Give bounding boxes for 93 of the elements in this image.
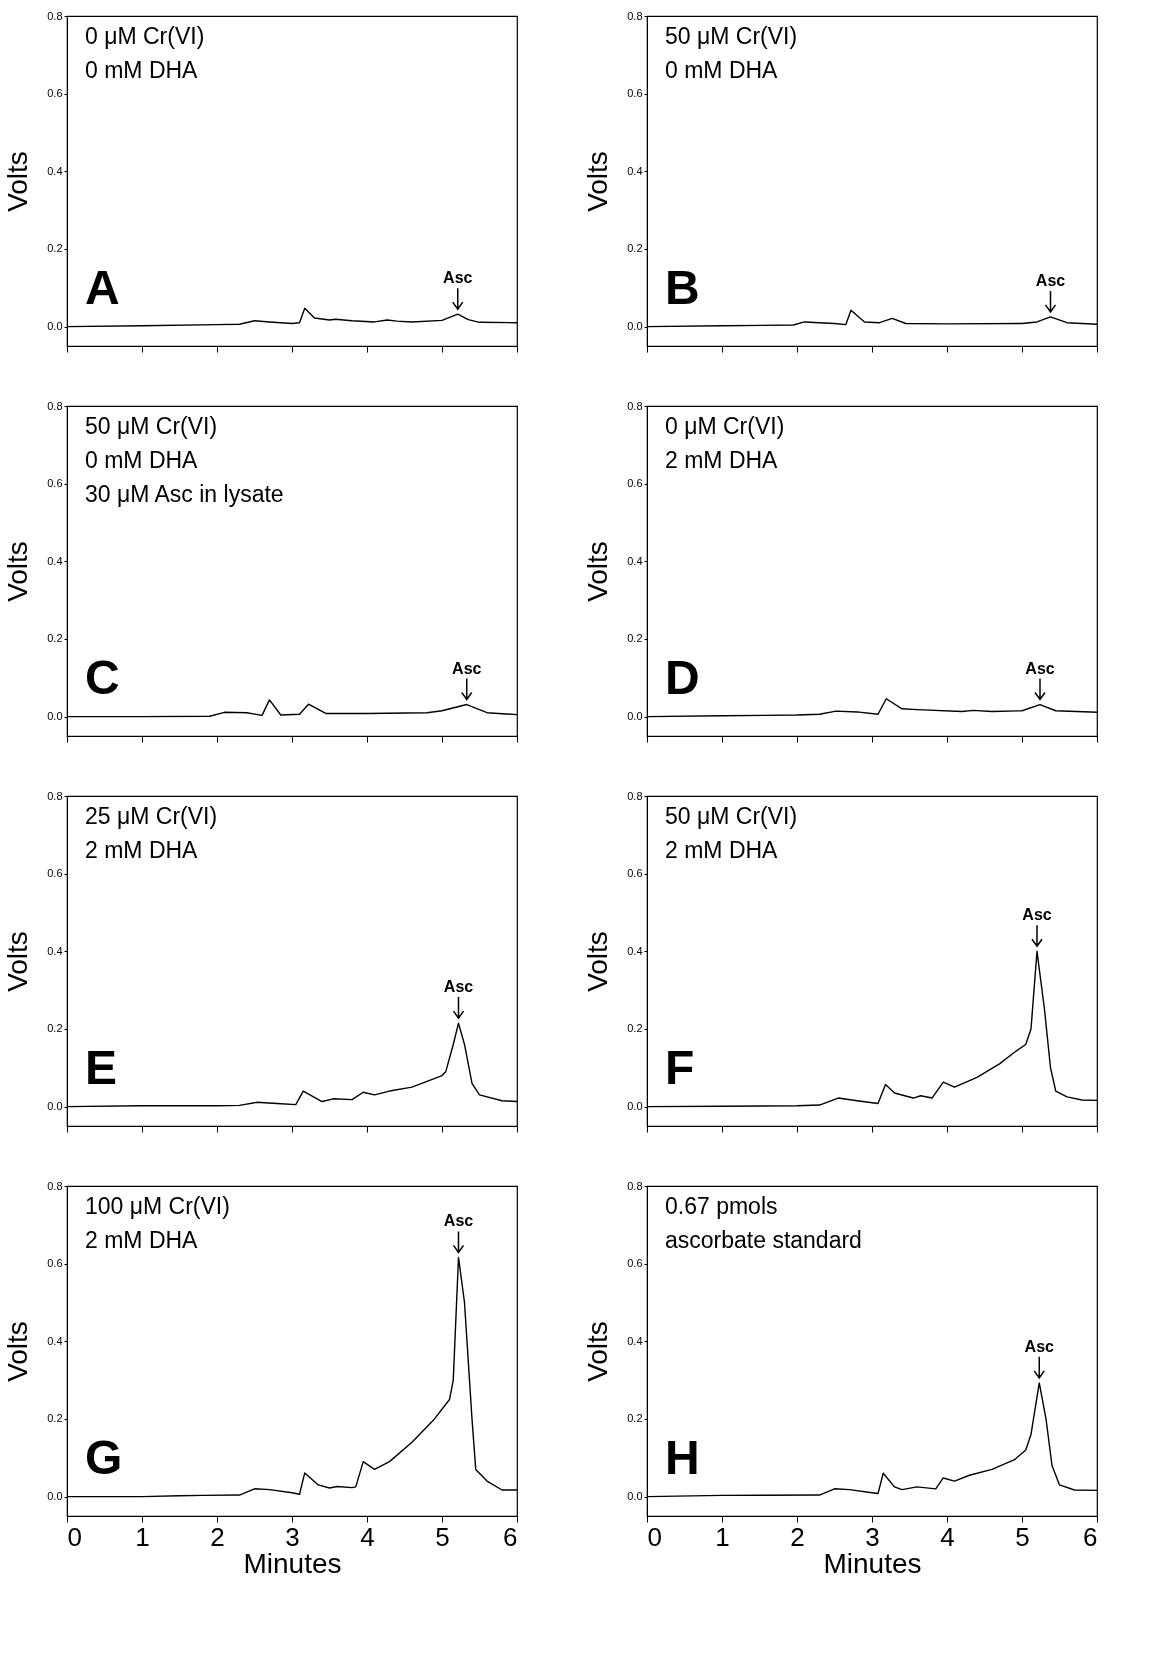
annotation: A [85, 261, 120, 314]
y-tick-label: 0.6 [627, 867, 643, 880]
y-tick-label: 0.4 [47, 944, 63, 957]
annotation: 0 mM DHA [85, 57, 199, 83]
y-tick-label: 0.8 [47, 399, 63, 412]
annotation: D [665, 651, 700, 704]
annotation: B [665, 261, 700, 314]
annotation: 2 mM DHA [665, 447, 779, 473]
annotation: Asc [443, 1212, 474, 1230]
y-tick-label: 0.6 [47, 87, 63, 100]
y-tick-label: 0.6 [627, 87, 643, 100]
annotation: 25 μM Cr(VI) [85, 803, 218, 829]
y-tick-label: 0.4 [627, 1334, 643, 1347]
x-tick-label: 6 [503, 1521, 518, 1552]
x-tick-label: 5 [435, 1521, 450, 1552]
y-tick-label: 0.0 [47, 710, 63, 723]
y-tick-label: 0.8 [47, 9, 63, 22]
y-tick-label: 0.4 [47, 164, 63, 177]
y-tick-label: 0.2 [47, 242, 63, 255]
y-tick-label: 0.6 [47, 867, 63, 880]
x-tick-label: 2 [210, 1521, 225, 1552]
annotation: Asc [443, 269, 473, 287]
y-tick-label: 0.2 [47, 1022, 63, 1035]
y-axis-title: Volts [582, 931, 614, 992]
y-tick-label: 0.2 [47, 632, 63, 645]
annotation: H [665, 1431, 700, 1484]
annotation: 100 μM Cr(VI) [85, 1193, 230, 1219]
y-axis-title: Volts [582, 1321, 614, 1382]
y-axis-title: Volts [2, 931, 34, 992]
y-axis-title: Volts [2, 151, 34, 212]
annotation: 30 μM Asc in lysate [85, 481, 284, 507]
annotation: 0 μM Cr(VI) [665, 413, 785, 439]
annotation: G [85, 1431, 123, 1484]
x-tick-label: 1 [715, 1521, 730, 1552]
y-tick-label: 0.4 [47, 1334, 63, 1347]
annotation: 0 μM Cr(VI) [85, 23, 205, 49]
y-axis-title: Volts [2, 1321, 34, 1382]
annotation: C [85, 651, 120, 704]
annotation: Asc [1024, 1337, 1055, 1355]
y-tick-label: 0.2 [47, 1412, 63, 1425]
y-tick-label: 0.0 [627, 1100, 643, 1113]
annotation: Asc [1025, 659, 1055, 677]
y-tick-label: 0.4 [627, 554, 643, 567]
annotation: Asc [1022, 906, 1052, 924]
y-tick-label: 0.0 [627, 320, 643, 333]
y-tick-label: 0.0 [627, 710, 643, 723]
y-tick-label: 0.2 [627, 1412, 643, 1425]
y-tick-label: 0.0 [47, 1490, 63, 1503]
annotation: 0 mM DHA [85, 447, 199, 473]
y-tick-label: 0.6 [47, 477, 63, 490]
annotation: 2 mM DHA [665, 837, 779, 863]
annotation: 50 μM Cr(VI) [665, 803, 798, 829]
y-tick-label: 0.2 [627, 242, 643, 255]
x-tick-label: 5 [1015, 1521, 1030, 1552]
y-axis-title: Volts [2, 541, 34, 602]
annotation: Asc [1035, 271, 1066, 289]
x-tick-label: 0 [647, 1521, 662, 1552]
y-tick-label: 0.4 [47, 554, 63, 567]
annotation: 2 mM DHA [85, 1227, 199, 1253]
y-tick-label: 0.8 [47, 789, 63, 802]
y-tick-label: 0.6 [627, 477, 643, 490]
x-tick-label: 2 [790, 1521, 805, 1552]
x-tick-label: 6 [1083, 1521, 1098, 1552]
annotation: ascorbate standard [665, 1227, 862, 1253]
y-tick-label: 0.0 [47, 320, 63, 333]
annotation: 0 mM DHA [665, 57, 779, 83]
y-axis-title: Volts [582, 541, 614, 602]
annotation: 50 μM Cr(VI) [665, 23, 798, 49]
x-tick-label: 4 [940, 1521, 955, 1552]
y-tick-label: 0.8 [627, 9, 643, 22]
y-axis-title: Volts [582, 151, 614, 212]
y-tick-label: 0.0 [627, 1490, 643, 1503]
y-tick-label: 0.6 [47, 1257, 63, 1270]
y-tick-label: 0.8 [627, 789, 643, 802]
annotation: Asc [452, 659, 482, 677]
y-tick-label: 0.8 [627, 399, 643, 412]
x-tick-label: 1 [135, 1521, 150, 1552]
annotation: 50 μM Cr(VI) [85, 413, 218, 439]
y-tick-label: 0.0 [47, 1100, 63, 1113]
y-tick-label: 0.2 [627, 1022, 643, 1035]
x-tick-label: 4 [360, 1521, 375, 1552]
annotation: E [85, 1041, 118, 1094]
y-tick-label: 0.8 [627, 1179, 643, 1192]
annotation: 2 mM DHA [85, 837, 199, 863]
annotation: Asc [443, 978, 474, 996]
annotation: 0.67 pmols [665, 1193, 778, 1219]
annotation: F [665, 1041, 695, 1094]
x-tick-label: 0 [67, 1521, 82, 1552]
y-tick-label: 0.4 [627, 164, 643, 177]
y-tick-label: 0.2 [627, 632, 643, 645]
y-tick-label: 0.6 [627, 1257, 643, 1270]
y-tick-label: 0.4 [627, 944, 643, 957]
y-tick-label: 0.8 [47, 1179, 63, 1192]
